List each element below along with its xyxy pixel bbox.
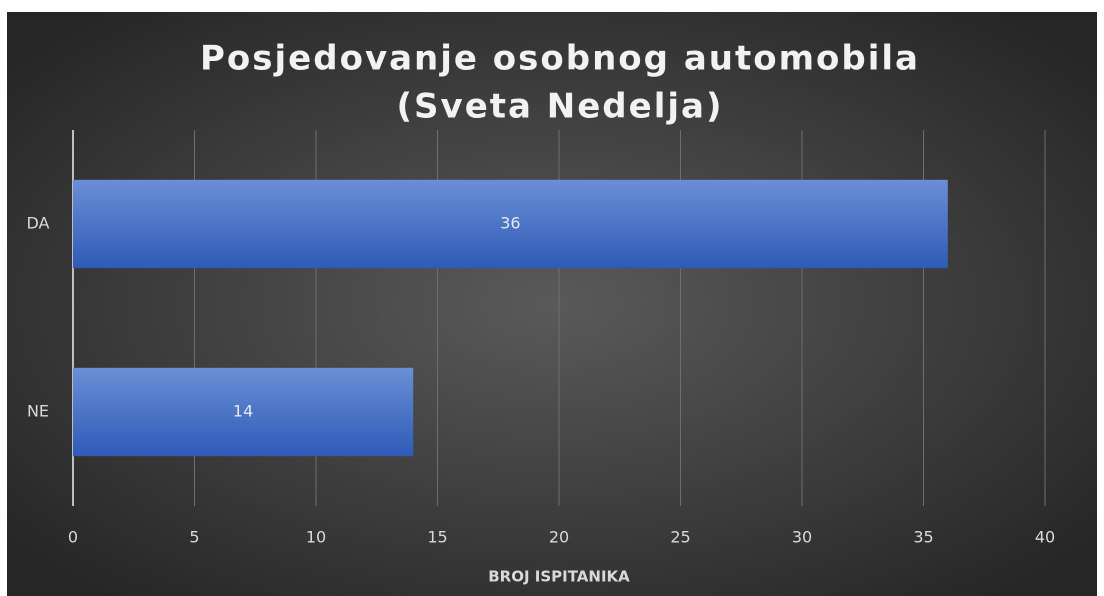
x-axis-label: BROJ ISPITANIKA <box>488 568 630 586</box>
chart-title: (Sveta Nedelja) <box>397 87 724 127</box>
x-tick-label: 25 <box>670 528 690 547</box>
x-tick-label: 30 <box>792 528 812 547</box>
data-label: 14 <box>233 402 253 421</box>
x-tick-label: 15 <box>427 528 447 547</box>
x-tick-label: 35 <box>913 528 933 547</box>
x-tick-label: 40 <box>1035 528 1055 547</box>
x-tick-label: 20 <box>549 528 569 547</box>
bar <box>73 179 948 269</box>
y-tick-label: DA <box>27 214 50 233</box>
x-tick-label: 5 <box>189 528 199 547</box>
y-tick-label: NE <box>27 402 49 421</box>
bar <box>73 367 414 457</box>
x-tick-label: 0 <box>68 528 78 547</box>
chart-background <box>7 12 1097 596</box>
chart-title: Posjedovanje osobnog automobila <box>200 39 920 79</box>
x-tick-label: 10 <box>306 528 326 547</box>
data-label: 36 <box>500 214 520 233</box>
